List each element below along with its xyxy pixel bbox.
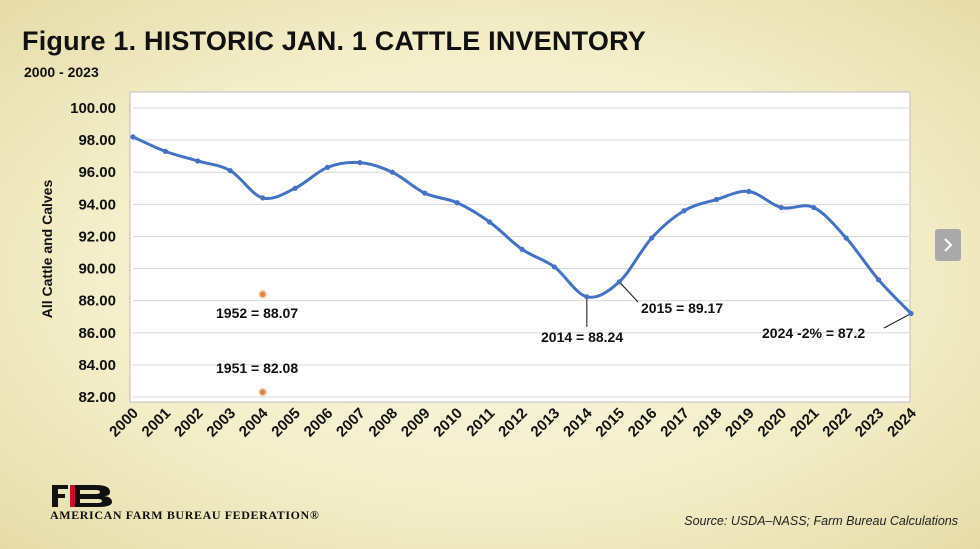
data-point [357, 159, 363, 166]
annotation-label: 2024 -2% = 87.2 [762, 325, 865, 341]
x-tick-label: 2008 [366, 405, 402, 441]
data-point [389, 169, 395, 175]
chevron-right-icon [944, 238, 953, 252]
y-axis-ticks: 82.00 84.00 86.00 88.00 90.00 92.00 94.00 96.00… [70, 100, 116, 406]
data-point [195, 158, 201, 164]
data-point [649, 235, 655, 241]
x-tick-label: 2024 [884, 404, 920, 440]
data-point [324, 164, 331, 171]
x-tick-label: 2012 [495, 405, 531, 441]
x-tick-label: 2015 [592, 405, 628, 441]
x-tick-label: 2016 [625, 405, 661, 441]
data-point [681, 208, 687, 214]
data-point [454, 200, 460, 206]
x-tick-label: 2020 [755, 405, 791, 441]
x-tick-label: 2004 [236, 404, 272, 440]
x-tick-label: 2021 [787, 405, 823, 441]
x-tick-label: 2023 [852, 405, 888, 441]
data-point [260, 195, 266, 201]
annotation-leader [618, 281, 639, 303]
x-tick-label: 2005 [268, 405, 304, 441]
data-point [422, 190, 428, 196]
data-point [908, 310, 914, 317]
y-axis-label: All Cattle and Calves [39, 180, 55, 319]
fb-logo [52, 485, 112, 507]
next-slide-button[interactable] [935, 229, 961, 261]
x-tick-label: 2014 [560, 404, 596, 440]
data-point [227, 168, 233, 174]
y-tick-label: 100.00 [70, 100, 116, 117]
x-tick-label: 2018 [690, 405, 726, 441]
page-subtitle: 2000 - 2023 [24, 64, 99, 80]
x-tick-label: 2001 [139, 405, 175, 441]
x-tick-label: 2006 [301, 405, 337, 441]
reference-marker [258, 388, 267, 397]
x-tick-label: 2017 [657, 405, 693, 441]
data-point [713, 196, 720, 203]
y-tick-label: 90.00 [78, 261, 116, 278]
data-point [551, 264, 558, 270]
x-tick-label: 2000 [106, 405, 142, 441]
y-tick-label: 96.00 [78, 164, 116, 181]
data-point [584, 294, 590, 300]
x-tick-label: 2010 [430, 405, 466, 441]
x-tick-label: 2002 [171, 405, 207, 441]
data-point [843, 235, 849, 241]
y-tick-label: 86.00 [78, 325, 116, 342]
page-title: Figure 1. HISTORIC JAN. 1 CATTLE INVENTO… [22, 26, 646, 56]
y-tick-label: 98.00 [78, 132, 116, 149]
x-tick-label: 2019 [722, 405, 758, 441]
y-tick-label: 94.00 [78, 196, 116, 213]
y-tick-label: 88.00 [78, 293, 116, 310]
gridlines [133, 107, 911, 398]
data-point [130, 134, 136, 140]
annotation-leader [883, 313, 912, 329]
x-tick-label: 2003 [203, 405, 239, 441]
source-note: Source: USDA–NASS; Farm Bureau Calculati… [684, 514, 958, 528]
x-tick-label: 2011 [463, 405, 498, 440]
data-point [616, 279, 622, 285]
annotation-label: 1952 = 88.07 [216, 305, 298, 321]
data-point [875, 277, 882, 283]
y-tick-label: 84.00 [78, 357, 116, 374]
data-point [486, 219, 493, 225]
data-points [130, 134, 914, 317]
data-point [162, 148, 169, 154]
annotation-label: 1951 = 82.08 [216, 360, 298, 376]
x-axis-ticks: 2000200120022003200420052006200720082009… [106, 404, 920, 440]
org-name: AMERICAN FARM BUREAU FEDERATION® [50, 508, 320, 522]
data-point [746, 188, 752, 195]
data-point [811, 204, 817, 211]
y-tick-label: 92.00 [78, 228, 116, 245]
reference-points [258, 290, 267, 397]
annotations: 1952 = 88.07 1951 = 82.08 2014 = 88.24 2015… [216, 300, 865, 376]
y-tick-label: 82.00 [78, 389, 116, 406]
x-tick-label: 2013 [528, 405, 564, 441]
annotation-label: 2015 = 89.17 [641, 300, 723, 316]
data-point [519, 246, 525, 252]
annotation-leaders [586, 281, 912, 329]
x-tick-label: 2007 [333, 405, 369, 441]
reference-marker [258, 290, 267, 299]
data-point [292, 185, 298, 191]
x-tick-label: 2009 [398, 405, 434, 441]
x-tick-label: 2022 [819, 405, 855, 441]
data-point [778, 204, 784, 211]
annotation-label: 2014 = 88.24 [541, 329, 623, 345]
